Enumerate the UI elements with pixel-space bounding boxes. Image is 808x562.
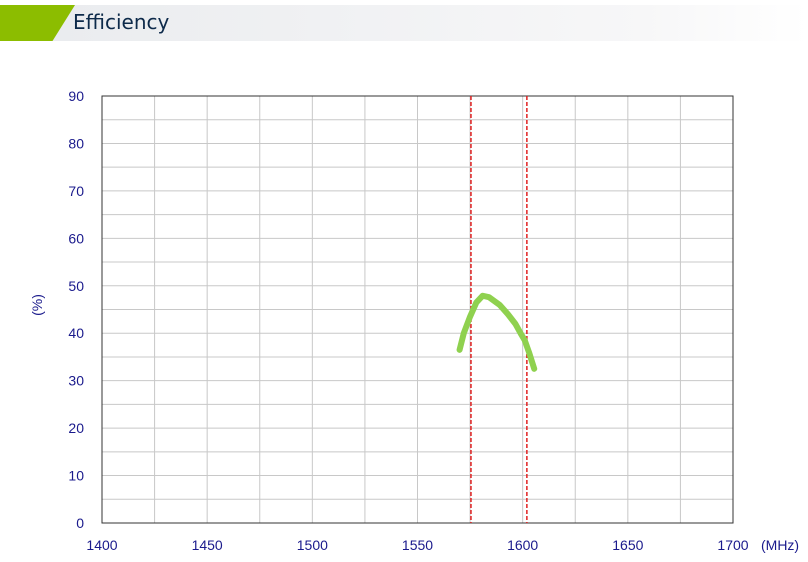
x-tick-label: 1450 (192, 537, 223, 553)
x-axis-label: (MHz) (761, 537, 799, 553)
x-tick-label: 1400 (86, 537, 117, 553)
y-tick-label: 30 (68, 373, 84, 389)
x-tick-label: 1650 (612, 537, 643, 553)
x-tick-label: 1550 (402, 537, 433, 553)
y-tick-label: 50 (68, 278, 84, 294)
x-tick-label: 1500 (297, 537, 328, 553)
page-title: Efficiency (73, 10, 170, 34)
x-tick-label: 1700 (717, 537, 748, 553)
y-tick-label: 90 (68, 88, 84, 104)
x-tick-label: 1600 (507, 537, 538, 553)
header-banner (0, 5, 808, 41)
y-tick-label: 20 (68, 420, 84, 436)
efficiency-line (456, 292, 538, 372)
y-tick-label: 40 (68, 325, 84, 341)
y-tick-label: 0 (76, 515, 84, 531)
y-tick-label: 70 (68, 183, 84, 199)
y-tick-label: 80 (68, 135, 84, 151)
plot-frame (101, 95, 734, 524)
y-axis-label: (%) (29, 294, 45, 316)
y-tick-label: 60 (68, 230, 84, 246)
y-tick-label: 10 (68, 468, 84, 484)
